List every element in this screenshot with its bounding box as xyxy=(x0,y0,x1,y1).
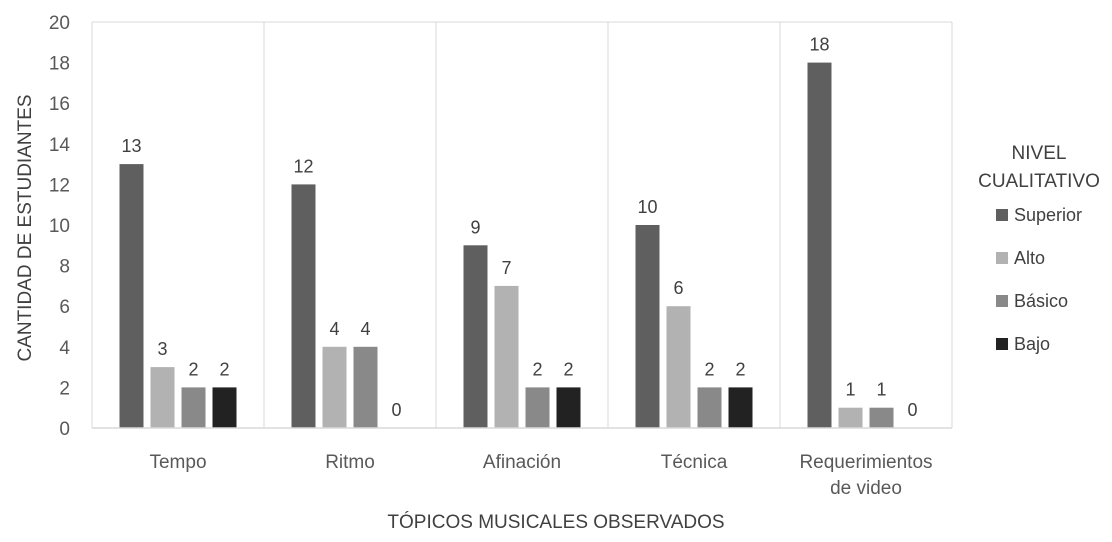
data-label: 2 xyxy=(563,359,573,379)
y-tick-label: 18 xyxy=(49,54,70,75)
data-label: 12 xyxy=(293,156,313,176)
bar-superior-2 xyxy=(463,245,488,428)
legend-item-basico: Básico xyxy=(996,288,1068,314)
legend-label-bajo: Bajo xyxy=(1014,333,1051,354)
legend-item-alto: Alto xyxy=(996,245,1045,271)
y-tick-label: 8 xyxy=(59,257,70,278)
bar-alto-4 xyxy=(838,407,863,428)
bar-alto-0 xyxy=(150,367,175,428)
y-tick-label: 10 xyxy=(49,216,70,237)
legend-title-line-2: CUALITATIVO xyxy=(978,171,1100,192)
data-label: 3 xyxy=(157,339,167,359)
y-tick-label: 2 xyxy=(59,378,70,399)
legend-swatch-basico xyxy=(996,295,1008,307)
bar-alto-1 xyxy=(322,346,347,428)
y-tick-label: 0 xyxy=(59,419,70,440)
x-tick-label: de video xyxy=(830,478,902,499)
legend-label-basico: Básico xyxy=(1014,290,1069,311)
x-tick-label: Técnica xyxy=(661,452,728,473)
y-tick-label: 4 xyxy=(59,338,70,359)
legend-title-line-1: NIVEL xyxy=(1011,143,1067,164)
bar-superior-4 xyxy=(807,62,832,428)
y-tick-label: 20 xyxy=(49,13,70,34)
bar-bajo-0 xyxy=(212,387,237,428)
y-axis-title: CANTIDAD DE ESTUDIANTES xyxy=(15,94,36,362)
legend-swatch-alto xyxy=(996,252,1008,264)
y-tick-label: 14 xyxy=(49,135,71,156)
bar-básico-4 xyxy=(869,407,894,428)
legend-swatch-bajo xyxy=(996,338,1008,350)
data-label: 4 xyxy=(329,319,339,339)
bar-básico-2 xyxy=(525,387,550,428)
bar-básico-1 xyxy=(353,346,378,428)
data-label: 6 xyxy=(673,278,683,298)
data-label: 2 xyxy=(219,359,229,379)
data-label: 1 xyxy=(845,380,855,400)
legend-item-bajo: Bajo xyxy=(996,331,1050,357)
y-tick-label: 12 xyxy=(49,175,70,196)
x-tick-label: Requerimientos xyxy=(799,452,932,473)
legend-swatch-superior xyxy=(996,209,1008,221)
legend-label-superior: Superior xyxy=(1014,204,1083,225)
bar-bajo-3 xyxy=(728,387,753,428)
x-axis-title: TÓPICOS MUSICALES OBSERVADOS xyxy=(387,512,725,533)
bar-bajo-2 xyxy=(556,387,581,428)
bar-alto-2 xyxy=(494,285,519,428)
data-label: 0 xyxy=(391,400,401,420)
legend-label-alto: Alto xyxy=(1014,247,1046,268)
data-label: 1 xyxy=(876,380,886,400)
data-label: 2 xyxy=(532,359,542,379)
bar-básico-0 xyxy=(181,387,206,428)
legend-item-superior: Superior xyxy=(996,202,1082,228)
x-tick-label: Afinación xyxy=(483,452,561,473)
data-label: 13 xyxy=(121,136,141,156)
legend: NIVEL CUALITATIVO Superior Alto Básico B… xyxy=(966,140,1112,354)
bar-básico-3 xyxy=(697,387,722,428)
y-tick-label: 16 xyxy=(49,94,70,115)
x-tick-label: Tempo xyxy=(149,452,206,473)
bar-superior-1 xyxy=(291,184,316,428)
data-label: 10 xyxy=(637,197,657,217)
data-label: 2 xyxy=(735,359,745,379)
x-tick-label: Ritmo xyxy=(325,452,375,473)
data-label: 7 xyxy=(501,258,511,278)
bar-superior-3 xyxy=(635,225,660,428)
bar-superior-0 xyxy=(119,164,144,428)
data-label: 2 xyxy=(188,359,198,379)
data-label: 9 xyxy=(470,217,480,237)
bar-alto-3 xyxy=(666,306,691,428)
data-label: 4 xyxy=(360,319,370,339)
data-label: 2 xyxy=(704,359,714,379)
data-label: 0 xyxy=(907,400,917,420)
data-label: 18 xyxy=(809,35,829,55)
y-tick-label: 6 xyxy=(59,297,70,318)
